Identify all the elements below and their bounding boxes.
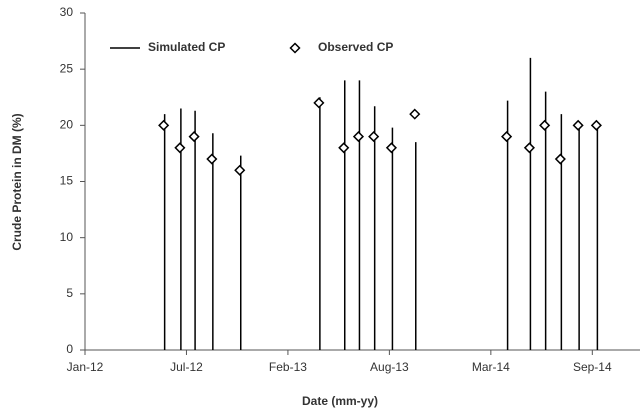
observed-marker bbox=[590, 119, 602, 131]
y-tick-label: 0 bbox=[66, 342, 73, 356]
observed-marker bbox=[523, 142, 535, 154]
observed-marker bbox=[352, 131, 365, 143]
observed-marker bbox=[368, 131, 380, 143]
observed-marker bbox=[554, 153, 566, 165]
x-axis-title: Date (mm-yy) bbox=[302, 394, 378, 408]
y-axis-title: Crude Protein in DM (%) bbox=[10, 113, 24, 250]
y-tick-label: 15 bbox=[60, 174, 74, 188]
x-tick-label: Jan-12 bbox=[67, 360, 104, 374]
observed-marker bbox=[539, 119, 551, 131]
legend-label: Observed CP bbox=[318, 40, 393, 54]
legend-label: Simulated CP bbox=[148, 40, 225, 54]
observed-marker bbox=[385, 142, 397, 154]
x-tick-label: Feb-13 bbox=[269, 360, 307, 374]
observed-marker bbox=[338, 142, 350, 154]
observed-marker bbox=[174, 142, 186, 154]
observed-marker bbox=[158, 119, 170, 131]
observed-marker bbox=[206, 153, 218, 165]
observed-marker bbox=[501, 131, 513, 143]
x-tick-label: Sep-14 bbox=[573, 360, 612, 374]
x-tick-label: Aug-13 bbox=[370, 360, 409, 374]
x-tick-label: Mar-14 bbox=[472, 360, 510, 374]
y-tick-label: 30 bbox=[60, 5, 74, 19]
observed-marker bbox=[409, 108, 421, 120]
y-tick-label: 10 bbox=[60, 230, 74, 244]
legend-marker bbox=[289, 42, 301, 54]
observed-marker bbox=[188, 131, 200, 143]
y-tick-label: 5 bbox=[66, 286, 73, 300]
y-tick-label: 25 bbox=[60, 61, 74, 75]
observed-marker bbox=[313, 97, 325, 109]
observed-marker bbox=[234, 164, 246, 176]
observed-marker bbox=[572, 119, 584, 131]
x-tick-label: Jul-12 bbox=[170, 360, 203, 374]
y-tick-label: 20 bbox=[60, 118, 74, 132]
